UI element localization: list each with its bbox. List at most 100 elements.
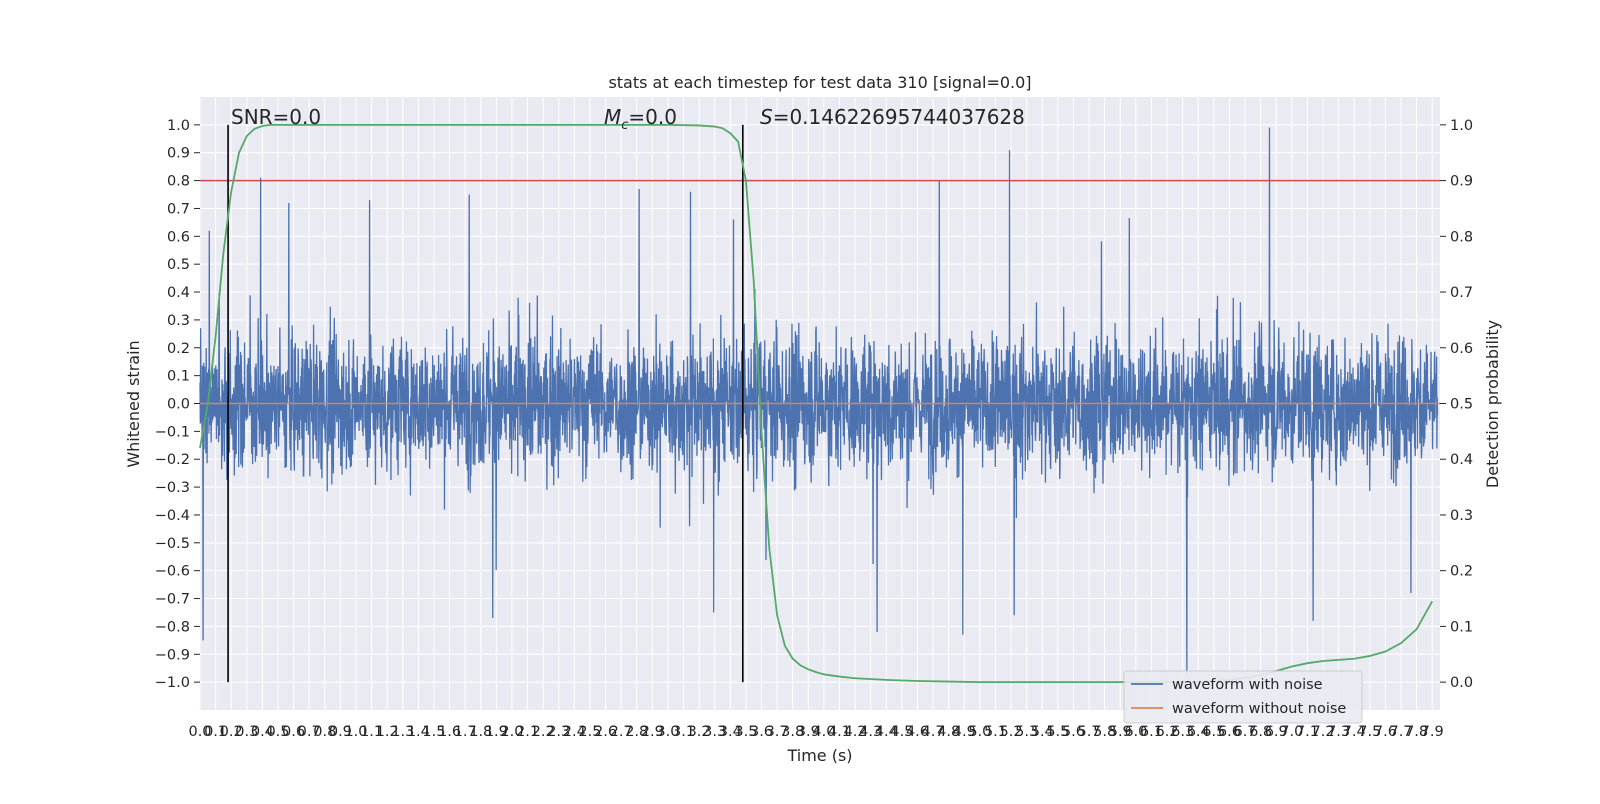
x-tick-label: 6.4	[1187, 724, 1210, 740]
series-detection-probability	[199, 123, 1433, 684]
x-tick-label: 3.2	[688, 724, 711, 740]
score-value: =0.14622695744037628	[773, 105, 1025, 129]
x-tick-label: 2.4	[563, 724, 586, 740]
x-tick-label: 5.5	[1046, 724, 1069, 740]
x-tick-label: 5.7	[1078, 724, 1101, 740]
y2-tick-label: 0.5	[1450, 397, 1473, 413]
x-tick-label: 2.5	[578, 724, 601, 740]
y2-axis-label: Detection probability	[1483, 320, 1502, 488]
x-tick-label: 1.7	[454, 724, 477, 740]
x-tick-label: 6.7	[1234, 724, 1257, 740]
x-tick-label: 4.0	[812, 724, 835, 740]
y-tick-label: −0.6	[155, 564, 190, 580]
x-tick-label: 7.4	[1343, 724, 1366, 740]
y-tick-label: −0.7	[155, 592, 190, 608]
noisy-waveform-line	[199, 127, 1439, 674]
x-tick-label: 2.3	[547, 724, 570, 740]
x-tick-label: 7.3	[1327, 724, 1350, 740]
x-tick-label: 0.3	[235, 724, 258, 740]
x-tick-label: 7.0	[1280, 724, 1303, 740]
y-tick-labels: −1.0 −0.9 −0.8 −0.7 −0.6 −0.5 −0.4 −0.3 −0.2 −0.1…	[155, 118, 200, 691]
x-tick-label: 0.0	[188, 724, 211, 740]
score-annotation: S=0.14622695744037628	[760, 105, 1025, 129]
x-tick-label: 3.3	[703, 724, 726, 740]
x-tick-label: 3.1	[672, 724, 695, 740]
y2-tick-label: 0.3	[1450, 508, 1473, 524]
y-tick-label: 0.9	[167, 146, 190, 162]
y2-tick-label: 0.9	[1450, 174, 1473, 190]
x-tick-label: 4.8	[937, 724, 960, 740]
x-tick-label: 0.7	[298, 724, 321, 740]
x-tick-label: 7.9	[1421, 724, 1444, 740]
chirp-mass-subscript: c	[621, 118, 628, 133]
x-tick-label: 7.6	[1374, 724, 1397, 740]
y2-tick-label: 0.4	[1450, 452, 1473, 468]
x-tick-label: 1.9	[485, 724, 508, 740]
detection-probability-line	[199, 123, 1433, 684]
x-tick-label: 2.2	[532, 724, 555, 740]
y-tick-label: −0.3	[155, 480, 190, 496]
x-tick-label: 2.7	[610, 724, 633, 740]
y-tick-label: −0.9	[155, 647, 190, 663]
y-tick-label: −0.4	[155, 508, 190, 524]
x-tick-label: 3.4	[719, 724, 742, 740]
snr-annotation: SNR=0.0	[231, 105, 321, 129]
x-tick-label: 2.6	[594, 724, 617, 740]
y2-tick-label: 0.6	[1450, 341, 1473, 357]
x-tick-label: 0.1	[204, 724, 227, 740]
legend-box	[1123, 670, 1363, 724]
x-tick-label: 5.0	[968, 724, 991, 740]
x-tick-label: 1.0	[344, 724, 367, 740]
x-tick-label: 0.9	[329, 724, 352, 740]
x-tick-label: 6.6	[1218, 724, 1241, 740]
y-tick-label: 0.5	[167, 257, 190, 273]
x-tick-label: 4.1	[828, 724, 851, 740]
y-tick-label: 0.3	[167, 313, 190, 329]
x-tick-label: 6.0	[1124, 724, 1147, 740]
x-tick-label: 3.6	[750, 724, 773, 740]
x-tick-label: 7.5	[1358, 724, 1381, 740]
x-tick-label: 3.0	[656, 724, 679, 740]
x-tick-label: 5.6	[1062, 724, 1085, 740]
x-axis-label: Time (s)	[786, 746, 852, 765]
series-waveform-with-noise	[199, 127, 1439, 674]
chirp-mass-annotation: Mc=0.0	[604, 105, 677, 133]
x-tick-label: 6.8	[1249, 724, 1272, 740]
x-tick-label: 1.6	[438, 724, 461, 740]
x-tick-label: 5.1	[984, 724, 1007, 740]
x-tick-label: 4.2	[844, 724, 867, 740]
y-tick-label: −0.5	[155, 536, 190, 552]
x-tick-label: 7.7	[1389, 724, 1412, 740]
y2-tick-labels: 0.0 0.1 0.2 0.3 0.4 0.5 0.6 0.7 0.8 0.9 1.0	[1440, 118, 1473, 691]
x-tick-label: 1.3	[391, 724, 414, 740]
y-tick-label: 0.8	[167, 174, 190, 190]
x-tick-label: 2.1	[516, 724, 539, 740]
x-tick-label: 3.8	[781, 724, 804, 740]
x-tick-label: 4.9	[953, 724, 976, 740]
x-tick-label: 4.4	[875, 724, 898, 740]
x-tick-label: 5.8	[1093, 724, 1116, 740]
chirp-mass-symbol: M	[604, 105, 621, 129]
x-tick-label: 6.9	[1265, 724, 1288, 740]
legend-label-noise: waveform with noise	[1172, 677, 1323, 693]
x-tick-label: 3.5	[734, 724, 757, 740]
x-tick-label: 3.9	[797, 724, 820, 740]
y-tick-label: −0.1	[155, 424, 190, 440]
x-tick-label: 5.2	[1000, 724, 1023, 740]
x-tick-label: 6.3	[1171, 724, 1194, 740]
y2-tick-label: 0.0	[1450, 675, 1473, 691]
chirp-mass-value: =0.0	[628, 105, 677, 129]
y-tick-label: 0.0	[167, 397, 190, 413]
x-tick-label: 2.0	[500, 724, 523, 740]
x-tick-label: 6.2	[1156, 724, 1179, 740]
x-tick-label: 0.4	[251, 724, 274, 740]
x-tick-label: 1.5	[422, 724, 445, 740]
x-tick-label: 1.8	[469, 724, 492, 740]
x-tick-label: 0.8	[313, 724, 336, 740]
x-tick-label: 5.4	[1031, 724, 1054, 740]
y-axis-label: Whitened strain	[124, 340, 143, 467]
x-tick-label: 7.8	[1405, 724, 1428, 740]
x-tick-label: 1.1	[360, 724, 383, 740]
x-tick-label: 2.8	[625, 724, 648, 740]
